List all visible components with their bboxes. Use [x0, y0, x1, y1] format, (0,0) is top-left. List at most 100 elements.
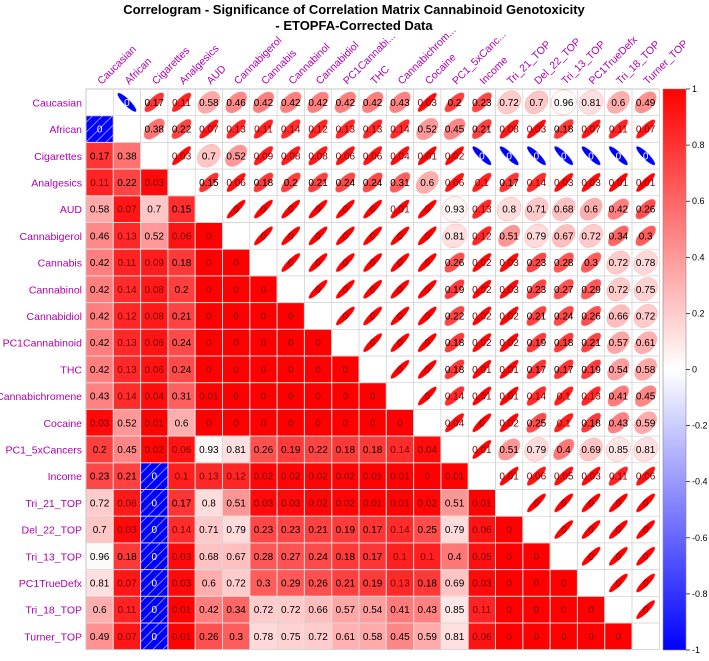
- cell-square: [414, 596, 441, 623]
- cell-pvalue: 0.61: [636, 338, 656, 349]
- cell-ellipse: [581, 172, 601, 193]
- cell-pvalue: 0.23: [281, 525, 301, 536]
- cell-pvalue: 0.72: [581, 231, 601, 242]
- cell-square: [277, 303, 304, 329]
- cell-pvalue: 0: [288, 258, 294, 269]
- cell-border: [631, 622, 660, 650]
- cell-pvalue: 0.67: [226, 552, 246, 563]
- cell-pvalue: 0.18: [418, 578, 438, 589]
- cell-pvalue: 0.01: [472, 445, 492, 456]
- cell-square: [86, 570, 113, 596]
- cell-pvalue: 0.07: [117, 205, 137, 216]
- cell-pvalue: 0.23: [472, 98, 492, 109]
- cell-square: [195, 596, 222, 623]
- cell-ellipse: [390, 146, 410, 166]
- cell-ellipse: [335, 306, 355, 326]
- cell-pvalue: 0.26: [581, 311, 601, 322]
- cell-pvalue: 0.05: [472, 552, 492, 563]
- cell-pvalue: 0.06: [336, 151, 356, 162]
- legend-tick-label: -1: [692, 645, 700, 655]
- cell-square: [277, 570, 304, 596]
- cell-square: [195, 356, 222, 383]
- cell-pvalue: 0.03: [554, 178, 574, 189]
- cell-pvalue: 0.06: [172, 445, 192, 456]
- cell-pvalue: 0.06: [445, 178, 465, 189]
- cell-square: [113, 409, 141, 436]
- cell-ellipse: [607, 225, 629, 247]
- cell-ellipse: [579, 224, 603, 248]
- cell-pvalue: 0.51: [499, 445, 519, 456]
- cell-square: [250, 436, 277, 463]
- cell-ellipse: [607, 385, 629, 407]
- cell-pvalue: 0.13: [336, 125, 356, 136]
- cell-square: [250, 596, 277, 623]
- cell-pvalue: 0.11: [172, 98, 191, 109]
- row-label: PC1TrueDefx: [19, 578, 83, 590]
- cell-pvalue: 0.42: [90, 338, 110, 349]
- cell-ellipse: [363, 306, 383, 326]
- cell-square: [577, 596, 605, 623]
- cell-pvalue: 0.72: [281, 605, 301, 616]
- cell-ellipse: [554, 466, 574, 486]
- cell-pvalue: 0.7: [202, 151, 216, 162]
- cell-ellipse: [472, 279, 492, 299]
- cell-square: [250, 543, 277, 570]
- cell-pvalue: 0.42: [90, 285, 110, 296]
- cell-ellipse: [608, 172, 628, 193]
- cell-square: [86, 543, 113, 570]
- cell-ellipse: [580, 305, 602, 327]
- cell-ellipse: [253, 172, 274, 193]
- cell-pvalue: 0: [616, 552, 622, 563]
- cell-square: [195, 409, 222, 436]
- cell-pvalue: 0.04: [145, 392, 165, 403]
- cell-pvalue: 0.09: [145, 258, 165, 269]
- cell-pvalue: 0: [588, 525, 594, 536]
- cell-pvalue: 0.21: [527, 311, 547, 322]
- cell-pvalue: 0.85: [445, 605, 465, 616]
- cell-square: [332, 516, 359, 543]
- cell-square: [277, 543, 304, 570]
- cell-pvalue: 0.01: [445, 472, 465, 483]
- cell-pvalue: 0.72: [499, 98, 519, 109]
- cell-pvalue: 0.18: [117, 552, 137, 563]
- cell-pvalue: 0.3: [584, 258, 598, 269]
- cell-square: [468, 596, 495, 623]
- cell-pvalue: 0.07: [117, 632, 137, 643]
- cell-pvalue: 0.21: [336, 578, 356, 589]
- cell-ellipse: [499, 386, 519, 406]
- cell-pvalue: 0.61: [336, 632, 356, 643]
- cell-pvalue: 0.24: [363, 178, 383, 189]
- cell-pvalue: 0.06: [363, 151, 383, 162]
- cell-square: [304, 570, 332, 596]
- cell-square: [86, 356, 113, 383]
- cell-pvalue: 0: [315, 392, 321, 403]
- cell-square: [550, 570, 577, 596]
- cell-square: [332, 570, 359, 596]
- cell-pvalue: 0: [424, 365, 430, 376]
- cell-square: [141, 436, 168, 463]
- cell-pvalue: 0.11: [254, 125, 273, 136]
- cell-square: [113, 303, 141, 329]
- cell-square: [250, 303, 277, 329]
- cell-pvalue: 0: [233, 338, 239, 349]
- cell-square: [141, 303, 168, 329]
- cell-pvalue: 0.51: [499, 231, 519, 242]
- cell-pvalue: 0.21: [117, 472, 137, 483]
- cell-ellipse: [636, 573, 656, 593]
- cell-pvalue: 0.13: [363, 125, 383, 136]
- cell-pvalue: 0.93: [445, 205, 465, 216]
- cell-square: [468, 516, 495, 543]
- cell-pvalue: 0: [561, 578, 567, 589]
- cell-pvalue: 0.23: [527, 258, 547, 269]
- cell-pvalue: 0.03: [472, 578, 492, 589]
- cell-ellipse: [390, 279, 410, 299]
- cell-ellipse: [526, 279, 547, 300]
- cell-ellipse: [634, 91, 657, 114]
- cell-ellipse: [390, 333, 410, 353]
- cell-pvalue: 0.41: [390, 605, 410, 616]
- cell-ellipse: [389, 91, 411, 114]
- cell-pvalue: 0.58: [90, 205, 110, 216]
- cell-pvalue: 0.01: [472, 392, 492, 403]
- cell-pvalue: 0.1: [475, 178, 489, 189]
- cell-square: [113, 249, 141, 276]
